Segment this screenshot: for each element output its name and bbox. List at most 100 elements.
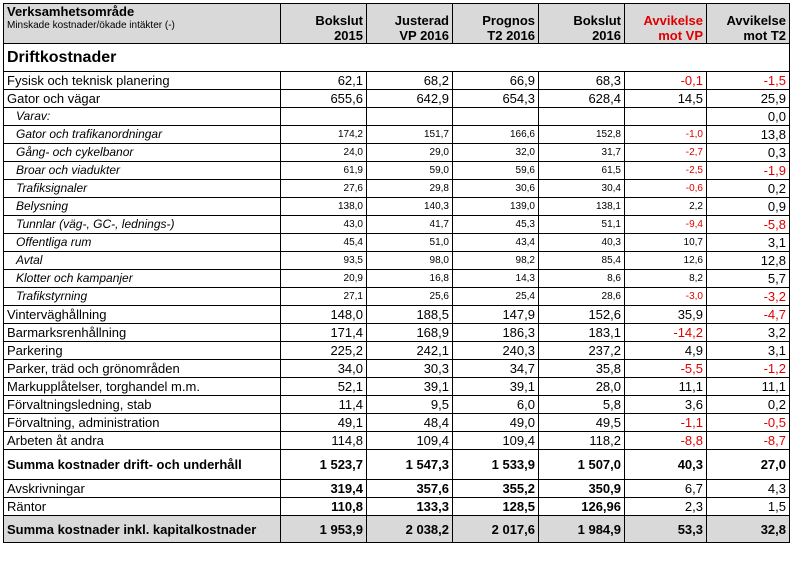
table-row: Markupplåtelser, torghandel m.m. 52,1 39,1… — [3, 377, 790, 396]
row-value: 355,2 — [452, 479, 539, 498]
row-value: 3,1 — [706, 341, 790, 360]
sub-row: Avtal 93,5 98,0 98,2 85,4 12,6 12,8 — [3, 251, 790, 270]
table-row: Barmarksrenhållning 171,4 168,9 186,3 183,1-… — [3, 323, 790, 342]
header-row: Verksamhetsområde Minskade kostnader/öka… — [3, 3, 790, 44]
row-value: 66,9 — [452, 71, 539, 90]
row-value: 85,4 — [538, 251, 625, 270]
row-label: Räntor — [3, 497, 281, 516]
table-row: Förvaltningsledning, stab 11,4 9,5 6,0 5,8 3,… — [3, 395, 790, 414]
row-value: 319,4 — [280, 479, 367, 498]
row-label: Avskrivningar — [3, 479, 281, 498]
table-row: Parker, träd och grönområden 34,0 30,3 34,7… — [3, 359, 790, 378]
row-value: 93,5 — [280, 251, 367, 270]
row-value: 1 533,9 — [452, 449, 539, 480]
row-value: 32,8 — [706, 515, 790, 543]
row-value: 3,2 — [706, 323, 790, 342]
row-value: 52,1 — [280, 377, 367, 396]
row-value: 183,1 — [538, 323, 625, 342]
row-value: -2,7 — [624, 143, 707, 162]
header-title-cell: Verksamhetsområde Minskade kostnader/öka… — [3, 3, 281, 44]
row-value: 16,8 — [366, 269, 453, 288]
table-row: Vinterväghållning 148,0 188,5 147,9 152,6 35,… — [3, 305, 790, 324]
row-value: 357,6 — [366, 479, 453, 498]
table-row: Gator och vägar 655,6 642,9 654,3 628,4 14,5 2… — [3, 89, 790, 108]
row-value: 48,4 — [366, 413, 453, 432]
header-title: Verksamhetsområde — [7, 4, 135, 20]
row-value: 68,2 — [366, 71, 453, 90]
row-value: -2,5 — [624, 161, 707, 180]
row-label: Belysning — [3, 197, 281, 216]
row-value: 12,6 — [624, 251, 707, 270]
row-label: Summa kostnader inkl. kapitalkostnader — [3, 515, 281, 543]
row-value: 11,4 — [280, 395, 367, 414]
row-value: 53,3 — [624, 515, 707, 543]
row-value — [538, 107, 625, 126]
row-value: -3,2 — [706, 287, 790, 306]
row-value: 4,9 — [624, 341, 707, 360]
row-value: 28,6 — [538, 287, 625, 306]
sub-row: Tunnlar (väg-, GC-, lednings-) 43,0 41,7 45… — [3, 215, 790, 234]
row-value: 128,5 — [452, 497, 539, 516]
row-label: Avtal — [3, 251, 281, 270]
row-value — [280, 107, 367, 126]
row-value: -5,5 — [624, 359, 707, 378]
row-value: 30,6 — [452, 179, 539, 198]
header-subtitle: Minskade kostnader/ökade intäkter (-) — [7, 20, 175, 31]
row-value: 29,0 — [366, 143, 453, 162]
row-value: 14,3 — [452, 269, 539, 288]
row-value: 171,4 — [280, 323, 367, 342]
row-value: -5,8 — [706, 215, 790, 234]
row-value: 654,3 — [452, 89, 539, 108]
row-value: 14,5 — [624, 89, 707, 108]
row-value: 138,0 — [280, 197, 367, 216]
budget-table: Verksamhetsområde Minskade kostnader/öka… — [3, 3, 790, 543]
row-label: Summa kostnader drift- och underhåll — [3, 449, 281, 480]
row-value: 45,4 — [280, 233, 367, 252]
row-label: Parker, träd och grönområden — [3, 359, 281, 378]
row-value: 0,3 — [706, 143, 790, 162]
row-value: 43,4 — [452, 233, 539, 252]
row-value: 174,2 — [280, 125, 367, 144]
row-value — [366, 107, 453, 126]
row-value: 140,3 — [366, 197, 453, 216]
row-value: 11,1 — [706, 377, 790, 396]
row-value: 2,2 — [624, 197, 707, 216]
row-value: 1 984,9 — [538, 515, 625, 543]
row-value: 39,1 — [452, 377, 539, 396]
row-value: 12,8 — [706, 251, 790, 270]
row-value: 8,6 — [538, 269, 625, 288]
row-label: Varav: — [3, 107, 281, 126]
row-label: Förvaltning, administration — [3, 413, 281, 432]
row-value: 152,6 — [538, 305, 625, 324]
row-value: 114,8 — [280, 431, 367, 450]
row-value: 3,1 — [706, 233, 790, 252]
table-row: Förvaltning, administration 49,1 48,4 49,0 4… — [3, 413, 790, 432]
row-value: 188,5 — [366, 305, 453, 324]
row-value: 152,8 — [538, 125, 625, 144]
row-label: Gator och trafikanordningar — [3, 125, 281, 144]
row-value: 27,6 — [280, 179, 367, 198]
row-value: 34,0 — [280, 359, 367, 378]
row-value: 109,4 — [452, 431, 539, 450]
budget-table-wrapper: Verksamhetsområde Minskade kostnader/öka… — [3, 3, 790, 543]
row-value: 2 038,2 — [366, 515, 453, 543]
row-value: 5,7 — [706, 269, 790, 288]
row-value: 40,3 — [624, 449, 707, 480]
row-value: -1,5 — [706, 71, 790, 90]
row-value: 25,9 — [706, 89, 790, 108]
row-value: 126,96 — [538, 497, 625, 516]
row-value: 0,9 — [706, 197, 790, 216]
row-label: Fysisk och teknisk planering — [3, 71, 281, 90]
col-header-justerad-vp-2016: Justerad VP 2016 — [366, 3, 453, 44]
row-value: 40,3 — [538, 233, 625, 252]
row-value: -8,7 — [706, 431, 790, 450]
row-value: 168,9 — [366, 323, 453, 342]
total-row-capital: Summa kostnader inkl. kapitalkostnader 1 … — [3, 515, 790, 543]
table-row: Fysisk och teknisk planering 62,1 68,2 66,9… — [3, 71, 790, 90]
row-value: 237,2 — [538, 341, 625, 360]
row-value: -1,9 — [706, 161, 790, 180]
capital-row: Räntor 110,8 133,3 128,5 126,96 2,3 1,5 — [3, 497, 790, 516]
row-value: 68,3 — [538, 71, 625, 90]
row-value: 1 523,7 — [280, 449, 367, 480]
row-value: -14,2 — [624, 323, 707, 342]
